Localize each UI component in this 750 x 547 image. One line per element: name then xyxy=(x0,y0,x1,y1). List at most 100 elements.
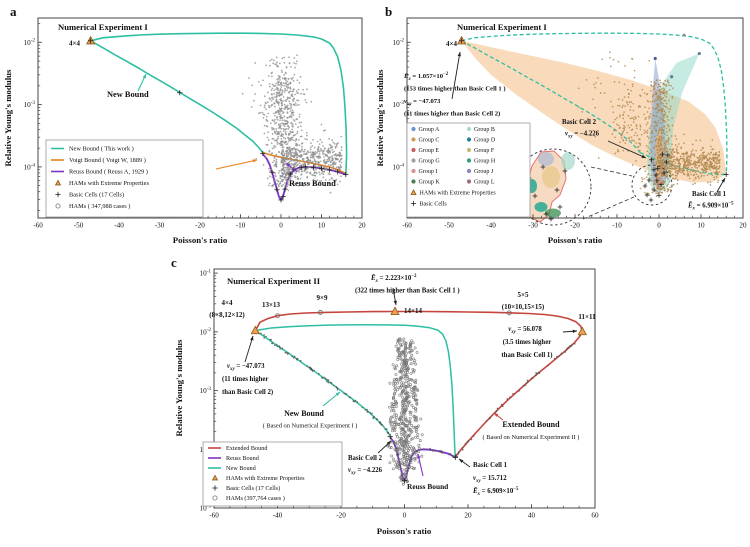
magnifier-shape xyxy=(542,166,560,188)
legend-label: Group F xyxy=(474,148,495,154)
legend-label: Voigt Bound ( Voigt W, 1889 ) xyxy=(69,157,146,164)
legend-label: Group H xyxy=(474,159,496,165)
panel-letter: b xyxy=(385,4,392,19)
scatter-cluster xyxy=(594,81,683,166)
y-axis-label: Relative Young's modulus xyxy=(375,69,385,167)
annotation-arrow xyxy=(458,458,471,468)
marker-dot xyxy=(653,56,657,61)
curve-new-bound-left xyxy=(90,40,264,154)
new-bound-label: New Bound xyxy=(107,90,149,99)
annotation-arrow xyxy=(716,177,726,193)
legend-label: Group A xyxy=(419,127,441,133)
x-tick-label: -20 xyxy=(570,222,580,230)
extended-bound-sublabel: ( Based on Numerical Experiment II ) xyxy=(483,434,580,441)
legend-label: HAMs with Extreme Properties xyxy=(420,191,497,197)
legend-label: Reuss Bound ( Reuss A, 1929 ) xyxy=(69,169,148,176)
magnifier-circle xyxy=(631,164,673,206)
x-tick-label: 40 xyxy=(528,512,536,520)
legend-label: Extended Bound xyxy=(226,445,268,452)
y-tick-label: 10-1 xyxy=(200,268,212,277)
legend-label: Group B xyxy=(474,127,495,133)
curve-scatter xyxy=(407,341,424,458)
basic-cell-2-label: Basic Cell 2 xyxy=(562,119,597,126)
annotation-arrow xyxy=(607,140,647,159)
extreme-poisson-left-note: (11 times higher xyxy=(222,376,268,383)
x-axis-label: Poisson's ratio xyxy=(377,526,432,536)
annotation-arrow xyxy=(215,159,258,170)
curve-scatter xyxy=(454,333,582,458)
magnifier-shape xyxy=(534,202,548,212)
x-tick-label: 10 xyxy=(318,222,326,230)
x-tick-label: -30 xyxy=(155,222,165,230)
curve-extended-right xyxy=(454,331,584,458)
legend-label: New Bound xyxy=(226,465,257,472)
extreme-poisson-right: νxy = 56.078 xyxy=(508,326,542,335)
marker-plus xyxy=(459,38,729,198)
marker-plus xyxy=(88,38,349,203)
x-tick-label: 20 xyxy=(464,512,472,520)
extreme-modulus: Ēx = 2.223×10−2 xyxy=(370,274,417,284)
y-tick-label: 10-3 xyxy=(200,386,212,395)
x-tick-label: -40 xyxy=(486,222,496,230)
panel-title: Numerical Experiment I xyxy=(457,22,547,32)
new-bound-label: New Bound xyxy=(284,409,324,418)
scatter-cluster xyxy=(577,51,660,120)
legend-label: Basic Cells xyxy=(420,202,448,208)
ham-size-label: 14×14 xyxy=(404,307,422,315)
legend-label: Group E xyxy=(419,148,440,154)
magnifier-circle xyxy=(514,148,592,226)
legend-label: HAMs with Extreme Properties xyxy=(226,475,305,482)
marker-ocirc xyxy=(275,310,512,319)
scatter-cluster xyxy=(658,133,721,190)
basic-cell-2-value: νxy = −4.226 xyxy=(348,467,383,476)
ham-size-label: 9×9 xyxy=(317,294,328,302)
legend-label: Group J xyxy=(474,169,494,175)
legend-label: Basic Cells (17 Cells) xyxy=(226,485,280,492)
x-tick-label: -60 xyxy=(402,222,412,230)
annotation-arrow xyxy=(322,391,341,407)
annotation-arrow xyxy=(562,329,578,333)
y-tick-label: 10-2 xyxy=(24,38,36,47)
legend-label: Group D xyxy=(474,138,496,144)
legend-label: Group K xyxy=(419,180,441,186)
reuss-bound-label: Reuss Bound xyxy=(289,179,336,188)
panel-b-chart: -60 -50 -40 -30 -20 -10 0 10 20 10-2 10-3 10-4 Numer… xyxy=(375,4,747,245)
magnifier-connector xyxy=(590,166,633,177)
x-tick-label: -10 xyxy=(612,222,622,230)
extended-bound-label: Extended Bound xyxy=(502,420,560,429)
curve-extended-top xyxy=(254,310,584,332)
marker-dot xyxy=(682,33,686,37)
legend-label: Group G xyxy=(419,159,441,165)
legend-label: HAMs (397,764 cases ) xyxy=(226,495,285,502)
scatter-cluster xyxy=(254,54,298,78)
legend: New Bound ( This work ) Voigt Bound ( Voi… xyxy=(45,139,204,218)
panel-letter: a xyxy=(10,4,17,19)
annotation-arrow xyxy=(451,51,461,100)
x-axis-label: Poisson's ratio xyxy=(173,235,228,245)
y-axis-label: Relative Young's modulus xyxy=(174,339,184,437)
legend-label: Group C xyxy=(419,138,440,144)
basic-cell-1-value: Ēx = 6.909×10−5 xyxy=(472,487,519,497)
curve-scatter xyxy=(255,330,390,435)
legend-label: Group I xyxy=(419,169,438,175)
x-tick-label: -30 xyxy=(528,222,538,230)
extreme-poisson-right-note: (3.5 times higher xyxy=(503,339,552,346)
basic-cell-1-label: Basic Cell 1 xyxy=(473,462,508,469)
basic-cell-2-label: Basic Cell 2 xyxy=(348,455,383,462)
annotation-arrow xyxy=(285,162,298,173)
y-tick-label: 10-3 xyxy=(24,100,36,109)
legend: Extended Bound Reuss Bound New Bound HAMs w… xyxy=(202,441,343,507)
curve-scatter xyxy=(390,437,454,481)
x-axis-label: Poisson's ratio xyxy=(548,235,603,245)
x-tick-label: 0 xyxy=(403,512,407,520)
extreme-poisson-left-note: than Basic Cell 2) xyxy=(222,389,273,396)
x-tick-label: -10 xyxy=(236,222,246,230)
extreme-poisson: νxy = −47.073 xyxy=(404,98,441,107)
curve-scatter xyxy=(386,337,403,450)
extreme-poisson-left: νxy = −47.073 xyxy=(227,363,265,372)
ham-size-label: 5×5 xyxy=(518,291,529,299)
ham-size-label: 11×11 xyxy=(578,313,596,321)
basic-cell-1-value: Ēx = 6.909×10−5 xyxy=(687,201,734,211)
ham-size-label: 4×4 xyxy=(446,40,457,48)
x-tick-label: -60 xyxy=(33,222,43,230)
